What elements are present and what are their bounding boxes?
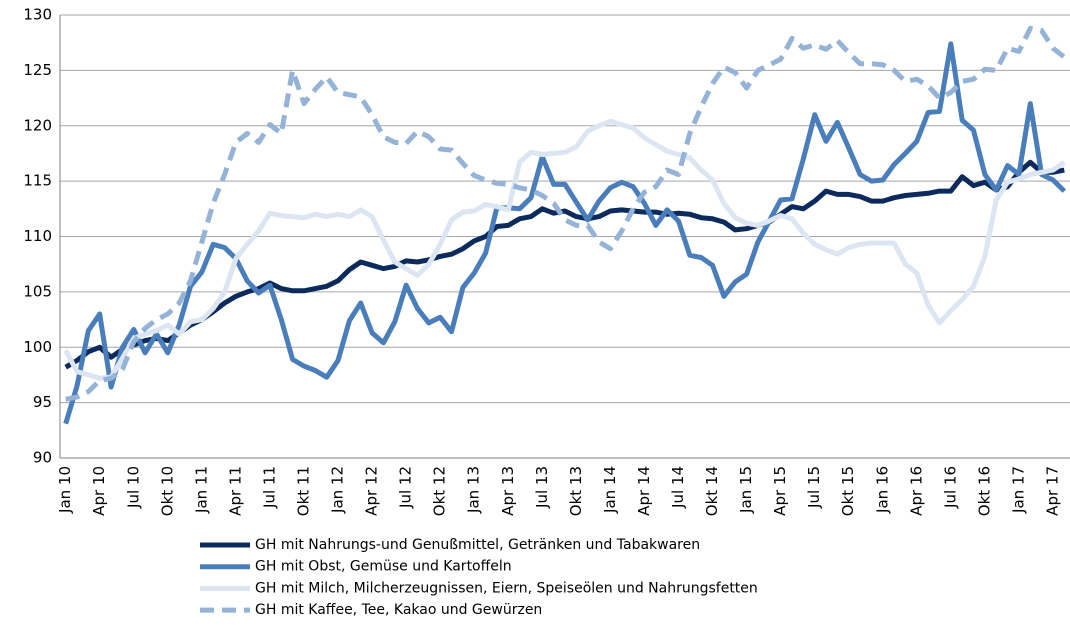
y-tick-label: 105 <box>23 282 52 300</box>
y-tick-label: 125 <box>23 61 52 79</box>
x-tick-label: Jul 15 <box>805 466 823 509</box>
x-tick-label: Apr 17 <box>1043 466 1061 516</box>
legend-label: GH mit Milch, Milcherzeugnissen, Eiern, … <box>255 580 758 596</box>
x-tick-label: Okt 13 <box>567 466 585 516</box>
series-line <box>63 118 1066 381</box>
x-tick-label: Apr 14 <box>635 466 653 516</box>
x-tick-label: Jul 14 <box>669 466 687 509</box>
x-tick-label: Jul 11 <box>260 466 278 509</box>
x-tick-label: Okt 12 <box>431 466 449 516</box>
x-tick-label: Jan 12 <box>329 466 347 514</box>
y-tick-label: 100 <box>23 338 52 356</box>
y-tick-label: 115 <box>23 172 52 190</box>
x-tick-label: Jul 16 <box>941 466 959 509</box>
x-tick-label: Okt 11 <box>294 466 312 516</box>
x-tick-label: Okt 10 <box>158 466 176 516</box>
series-line <box>65 25 1066 402</box>
series-line <box>64 159 1065 370</box>
x-tick-label: Jan 16 <box>873 466 891 514</box>
y-tick-label: 130 <box>23 6 52 24</box>
x-tick-label: Jan 13 <box>465 466 483 514</box>
x-tick-label: Okt 16 <box>975 466 993 516</box>
x-tick-label: Jul 12 <box>397 466 415 509</box>
x-tick-label: Apr 16 <box>907 466 925 516</box>
x-tick-label: Jul 10 <box>124 466 142 509</box>
x-tick-label: Okt 15 <box>839 466 857 516</box>
series-line <box>63 41 1067 425</box>
y-tick-label: 120 <box>23 116 52 134</box>
x-tick-label: Apr 12 <box>363 466 381 516</box>
x-tick-label: Okt 14 <box>703 466 721 516</box>
legend-label: GH mit Kaffee, Tee, Kakao und Gewürzen <box>255 602 542 618</box>
x-tick-label: Apr 10 <box>90 466 108 516</box>
x-tick-label: Jan 11 <box>192 466 210 514</box>
y-tick-label: 90 <box>33 449 52 467</box>
x-tick-label: Apr 11 <box>226 466 244 516</box>
x-tick-label: Jan 14 <box>601 466 619 514</box>
y-tick-label: 110 <box>23 227 52 245</box>
x-tick-label: Apr 13 <box>499 466 517 516</box>
legend-label: GH mit Obst, Gemüse und Kartoffeln <box>255 559 512 575</box>
x-tick-label: Jan 17 <box>1009 466 1027 514</box>
x-tick-label: Jan 10 <box>56 466 74 514</box>
x-tick-label: Apr 15 <box>771 466 789 516</box>
x-tick-label: Jan 15 <box>737 466 755 514</box>
x-tick-label: Jul 13 <box>533 466 551 509</box>
y-tick-label: 95 <box>33 393 52 411</box>
legend-label: GH mit Nahrungs-und Genußmittel, Getränk… <box>255 537 700 553</box>
